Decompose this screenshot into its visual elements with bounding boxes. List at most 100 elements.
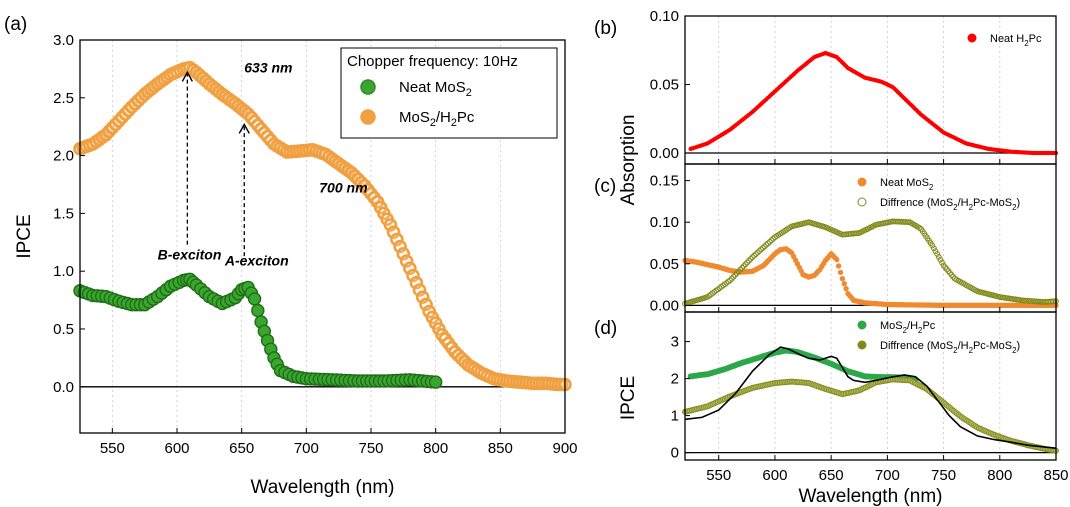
data-point [931, 245, 937, 252]
x-tick-label: 850 [1043, 467, 1068, 484]
data-point [763, 241, 770, 248]
data-point [753, 251, 759, 258]
legend-label: MoS2/H2Pc [399, 109, 475, 129]
data-point [732, 272, 739, 278]
annotation: A-exciton [224, 252, 289, 268]
x-tick-label: 600 [164, 440, 189, 457]
y-axis-label: IPCE [618, 376, 639, 420]
data-point [737, 266, 744, 273]
series-neat-h2pc [688, 50, 1059, 156]
panel-label: (d) [594, 318, 617, 339]
annotation: 700 nm [319, 180, 367, 196]
data-point [841, 281, 847, 287]
x-tick-label: 550 [100, 440, 125, 457]
legend-marker [360, 79, 376, 95]
legend-label: Neat MoS2 [399, 79, 472, 99]
y-tick-label: 1.5 [53, 205, 74, 222]
x-tick-label: 550 [706, 467, 731, 484]
panel-frame-d [684, 311, 1057, 461]
y-tick-label: 1 [671, 408, 679, 425]
y-tick-label: 0.05 [650, 77, 679, 94]
legend-label: Diffrence (MoS2/H2Pc-MoS2) [880, 340, 1020, 355]
data-point [768, 237, 775, 244]
panel-label: (b) [594, 18, 617, 39]
panel-frame-c [684, 163, 1057, 313]
data-point [843, 286, 849, 292]
data-point [730, 273, 737, 280]
data-point [761, 243, 768, 250]
data-point [935, 254, 942, 260]
series-line [684, 346, 1057, 449]
data-point [727, 277, 733, 284]
data-point [735, 268, 742, 275]
annotation: 633 nm [244, 59, 292, 75]
x-tick-label: 700 [294, 440, 319, 457]
series-line [684, 346, 1057, 449]
series-diffrence-mos2-h2pc-mos2- [682, 218, 1059, 307]
legend-marker [857, 320, 867, 330]
data-point [728, 275, 735, 282]
data-point [766, 238, 773, 245]
data-point [751, 252, 758, 259]
legend-label: Diffrence (MoS2/H2Pc-MoS2) [880, 197, 1020, 212]
x-tick-label: 750 [931, 467, 956, 484]
legend-label: Neat H2Pc [990, 33, 1042, 48]
x-tick-label: 700 [875, 467, 900, 484]
y-axis-label: Absorption [618, 115, 639, 206]
data-point [837, 269, 844, 276]
y-tick-label: 0.00 [650, 297, 679, 314]
data-point [746, 257, 752, 264]
data-point [740, 263, 747, 270]
legend: Chopper frequency: 10Hz Neat MoS2 MoS2/H2P… [340, 47, 558, 139]
x-tick-label: 850 [488, 440, 513, 457]
panel-label: (c) [594, 176, 616, 197]
data-point [939, 259, 945, 266]
legend-label: MoS2/H2Pc [880, 320, 936, 335]
x-axis-label: Wavelength (nm) [799, 486, 943, 507]
x-tick-label: 750 [358, 440, 383, 457]
x-tick-label: 900 [552, 440, 577, 457]
data-point [937, 256, 944, 263]
data-point [756, 248, 763, 254]
annotation: B-exciton [158, 247, 222, 263]
data-point [251, 303, 265, 318]
y-tick-label: 2 [671, 371, 679, 388]
series-neat-mos2 [73, 272, 443, 389]
y-tick-label: 0.5 [53, 321, 74, 338]
legend: MoS2/H2Pc Diffrence (MoS2/H2Pc-MoS2) [857, 320, 1020, 355]
panel-frame-a [79, 39, 566, 434]
legend-box [340, 47, 558, 139]
y-tick-label: 3.0 [53, 32, 74, 49]
y-tick-label: 0 [671, 445, 679, 462]
data-point [749, 254, 756, 261]
y-tick-label: 3 [671, 334, 679, 351]
data-point [934, 251, 941, 257]
y-axis-label: IPCE [14, 214, 35, 258]
legend-label: Neat MoS2 [880, 177, 933, 192]
y-tick-label: 0.10 [650, 214, 679, 231]
y-tick-label: 2.0 [53, 148, 74, 165]
data-point [839, 276, 846, 282]
arrow-head [181, 70, 193, 82]
y-tick-label: 0.05 [650, 256, 679, 273]
data-point [734, 270, 740, 277]
legend-marker [857, 340, 867, 350]
data-point [742, 261, 749, 268]
legend-marker [360, 109, 376, 125]
data-point [747, 256, 754, 262]
arrow-head [238, 122, 250, 134]
x-tick-label: 800 [423, 440, 448, 457]
series-mos2-h2pc [73, 60, 572, 392]
x-tick-label: 800 [987, 467, 1012, 484]
data-point [758, 246, 764, 253]
legend: Neat H2Pc [967, 33, 1042, 48]
data-point [247, 292, 262, 306]
data-point [429, 375, 443, 389]
data-point [835, 263, 842, 269]
x-tick-label: 650 [229, 440, 254, 457]
legend-title: Chopper frequency: 10Hz [347, 53, 518, 70]
x-tick-label: 650 [819, 467, 844, 484]
data-point [929, 242, 936, 249]
x-axis-label: Wavelength (nm) [251, 477, 395, 498]
